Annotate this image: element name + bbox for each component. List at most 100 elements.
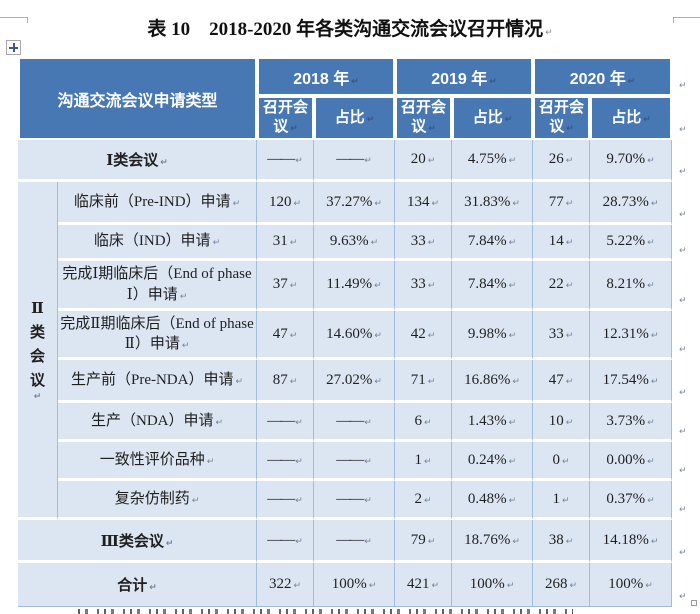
data-cell[interactable]: 9.63% ↵	[314, 225, 396, 261]
column-header-2020[interactable]: 2020 年 ↵	[533, 57, 673, 96]
data-cell[interactable]: 0 ↵	[533, 442, 591, 481]
row-label-subtype[interactable]: 生产（NDA）申请 ↵	[58, 403, 258, 442]
row-label-Ⅰ类会议[interactable]: Ⅰ类会议 ↵	[18, 140, 258, 182]
column-header-share-2020[interactable]: 占比 ↵	[590, 96, 673, 140]
data-cell[interactable]: 17.54% ↵	[590, 360, 673, 403]
data-cell[interactable]: —— ↵	[257, 403, 315, 442]
data-cell[interactable]: —— ↵	[257, 442, 315, 481]
data-cell[interactable]: —— ↵	[314, 140, 396, 182]
data-cell[interactable]: 6 ↵	[395, 403, 453, 442]
data-cell[interactable]: 47 ↵	[533, 360, 591, 403]
data-cell[interactable]: —— ↵	[257, 520, 315, 563]
data-cell[interactable]: 18.76% ↵	[452, 520, 534, 563]
data-cell[interactable]: —— ↵	[314, 403, 396, 442]
row-label-subtype[interactable]: 临床前（Pre-IND）申请 ↵	[58, 182, 258, 225]
row-label-subtype[interactable]: 临床（IND）申请 ↵	[58, 225, 258, 261]
column-header-held-2019[interactable]: 召开会议 ↵	[395, 96, 453, 140]
data-cell[interactable]: 28.73% ↵	[590, 182, 673, 225]
data-cell[interactable]: 120 ↵	[257, 182, 315, 225]
data-cell[interactable]: 100% ↵	[314, 563, 396, 607]
data-cell[interactable]: 268 ↵	[533, 563, 591, 607]
data-cell[interactable]: 1 ↵	[395, 442, 453, 481]
data-cell[interactable]: 47 ↵	[257, 311, 315, 360]
data-cell[interactable]: 0.37% ↵	[590, 481, 673, 520]
data-cell[interactable]: 100% ↵	[452, 563, 534, 607]
data-cell[interactable]: 20 ↵	[395, 140, 453, 182]
row-label-subtype[interactable]: 生产前（Pre-NDA）申请 ↵	[58, 360, 258, 403]
row-label-Ⅲ类会议[interactable]: Ⅲ类会议 ↵	[18, 520, 258, 563]
data-cell[interactable]: 100% ↵	[590, 563, 673, 607]
row-label-subtype[interactable]: 复杂仿制药 ↵	[58, 481, 258, 520]
data-cell[interactable]: —— ↵	[257, 481, 315, 520]
row-label-subtype[interactable]: 完成Ⅱ期临床后（End of phase Ⅱ）申请 ↵	[58, 311, 258, 360]
data-cell[interactable]: 10 ↵	[533, 403, 591, 442]
data-cell[interactable]: 22 ↵	[533, 261, 591, 311]
data-cell[interactable]: 33 ↵	[395, 261, 453, 311]
data-cell[interactable]: 79 ↵	[395, 520, 453, 563]
data-cell[interactable]: 0.00% ↵	[590, 442, 673, 481]
data-cell[interactable]: 4.75% ↵	[452, 140, 534, 182]
column-header-share-2019[interactable]: 占比 ↵	[452, 96, 534, 140]
paragraph-mark: ↵	[647, 281, 655, 291]
column-header-held-2020[interactable]: 召开会议 ↵	[533, 96, 591, 140]
data-cell[interactable]: 37.27% ↵	[314, 182, 396, 225]
table-row: 生产（NDA）申请 ↵ —— ↵ —— ↵ 6 ↵ 1.43% ↵ 10 ↵ 3.73% ↵	[18, 403, 673, 442]
data-cell[interactable]: —— ↵	[257, 140, 315, 182]
row-label-合计[interactable]: 合计 ↵	[18, 563, 258, 607]
data-cell[interactable]: 33 ↵	[395, 225, 453, 261]
data-cell[interactable]: 1 ↵	[533, 481, 591, 520]
data-cell[interactable]: 31 ↵	[257, 225, 315, 261]
data-cell[interactable]: 71 ↵	[395, 360, 453, 403]
data-cell[interactable]: 87 ↵	[257, 360, 315, 403]
data-cell[interactable]: 2 ↵	[395, 481, 453, 520]
data-cell[interactable]: 134 ↵	[395, 182, 453, 225]
data-cell[interactable]: 12.31% ↵	[590, 311, 673, 360]
data-cell[interactable]: 38 ↵	[533, 520, 591, 563]
table-move-handle-icon[interactable]	[6, 40, 21, 55]
data-cell[interactable]: 11.49% ↵	[314, 261, 396, 311]
column-header-held-2018[interactable]: 召开会议 ↵	[257, 96, 315, 140]
data-cell[interactable]: —— ↵	[314, 520, 396, 563]
data-cell[interactable]: 77 ↵	[533, 182, 591, 225]
data-cell[interactable]: 3.73% ↵	[590, 403, 673, 442]
data-cell[interactable]: 14.18% ↵	[590, 520, 673, 563]
data-cell[interactable]: 1.43% ↵	[452, 403, 534, 442]
data-cell[interactable]: 9.98% ↵	[452, 311, 534, 360]
group-label-category-2[interactable]: Ⅱ 类会议 ↵	[18, 182, 58, 520]
data-cell[interactable]: 7.84% ↵	[452, 261, 534, 311]
data-cell[interactable]: 9.70% ↵	[590, 140, 673, 182]
data-cell[interactable]: 0.24% ↵	[452, 442, 534, 481]
data-cell[interactable]: —— ↵	[314, 442, 396, 481]
cell-value: 38	[548, 531, 564, 548]
data-cell[interactable]: 322 ↵	[257, 563, 315, 607]
data-cell[interactable]: 42 ↵	[395, 311, 453, 360]
paragraph-mark: ↵	[504, 114, 513, 125]
cell-value: 33	[410, 233, 426, 249]
data-cell[interactable]: 5.22% ↵	[590, 225, 673, 261]
cell-value: 复杂仿制药	[114, 490, 190, 507]
paragraph-mark: ↵	[512, 198, 520, 209]
data-cell[interactable]: 37 ↵	[257, 261, 315, 311]
data-cell[interactable]: 8.21% ↵	[590, 261, 673, 311]
row-label-subtype[interactable]: 完成Ⅰ期临床后（End of phase Ⅰ）申请 ↵	[58, 261, 258, 311]
data-cell[interactable]: 27.02% ↵	[314, 360, 396, 403]
table-row: Ⅲ类会议 ↵ —— ↵ —— ↵ 79 ↵ 18.76% ↵ 38 ↵ 14.18% ↵	[18, 520, 673, 563]
data-cell[interactable]: 421 ↵	[395, 563, 453, 607]
row-label-subtype[interactable]: 一致性评价品种 ↵	[58, 442, 258, 481]
table-caption[interactable]: 表 10 2018-2020 年各类沟通交流会议召开情况 ↵	[0, 14, 700, 41]
data-cell[interactable]: 14 ↵	[533, 225, 591, 261]
data-cell[interactable]: 14.60% ↵	[314, 311, 396, 360]
column-header-2019[interactable]: 2019 年 ↵	[395, 57, 534, 96]
table-row: 临床（IND）申请 ↵ 31 ↵ 9.63% ↵ 33 ↵ 7.84% ↵ 14 ↵ 5.22% ↵	[18, 225, 673, 261]
data-cell[interactable]: 16.86% ↵	[452, 360, 534, 403]
data-cell[interactable]: 26 ↵	[533, 140, 591, 182]
data-cell[interactable]: 33 ↵	[533, 311, 591, 360]
data-cell[interactable]: 7.84% ↵	[452, 225, 534, 261]
paragraph-mark: ↵	[289, 281, 298, 291]
column-header-2018[interactable]: 2018 年 ↵	[257, 57, 396, 96]
data-cell[interactable]: —— ↵	[314, 481, 396, 520]
column-header-share-2018[interactable]: 占比 ↵	[314, 96, 396, 140]
data-cell[interactable]: 0.48% ↵	[452, 481, 534, 520]
column-header-meeting-type[interactable]: 沟通交流会议申请类型	[18, 57, 258, 140]
data-cell[interactable]: 31.83% ↵	[452, 182, 534, 225]
